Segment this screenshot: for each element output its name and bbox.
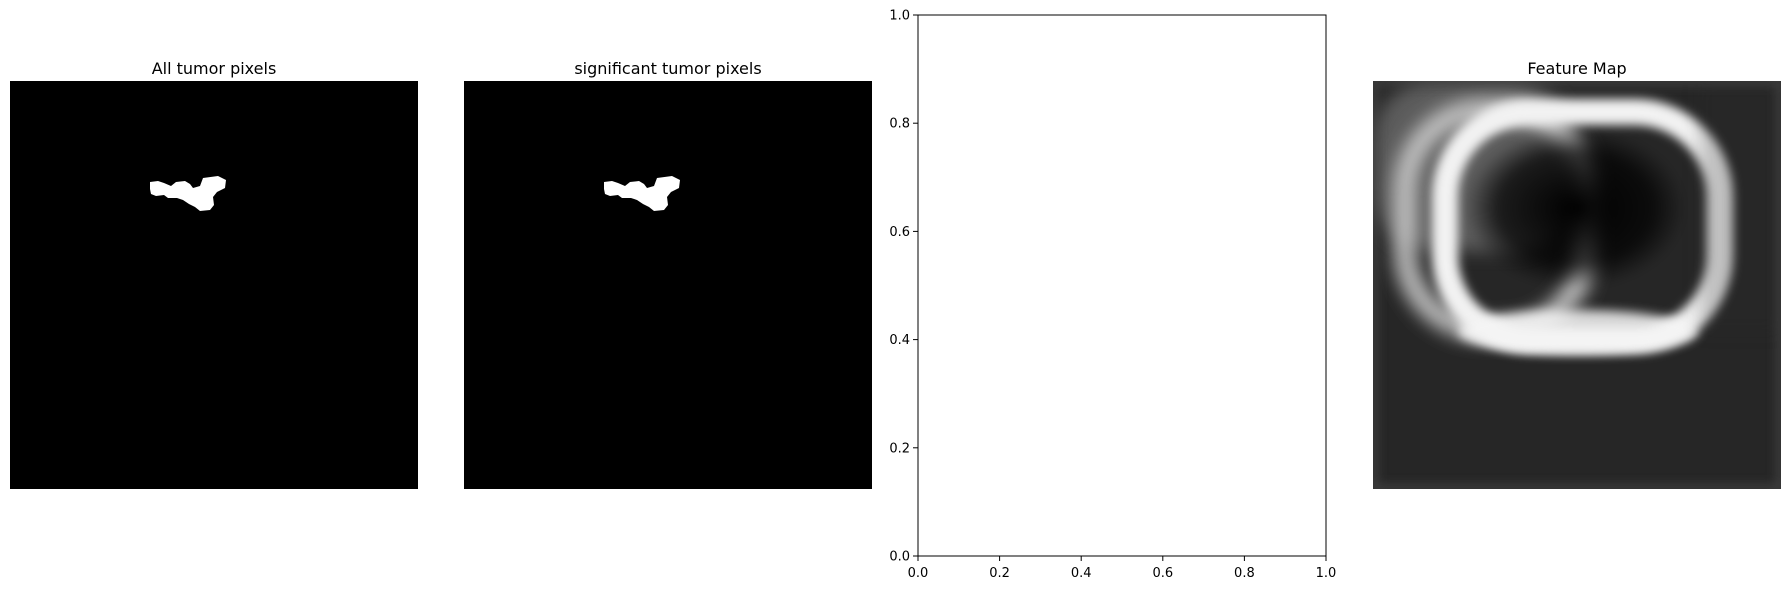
- x-tick-label: 0.4: [1071, 566, 1092, 581]
- y-tick-label: 0.8: [889, 117, 910, 132]
- y-tick-label: 0.0: [889, 550, 910, 565]
- x-tick-label: 0.2: [989, 566, 1010, 581]
- mask-image: [10, 81, 418, 489]
- plot-area: [917, 14, 1327, 557]
- panel-title: All tumor pixels: [152, 59, 277, 78]
- tumor-blob: [150, 176, 226, 211]
- x-tick-label: 0.0: [908, 566, 929, 581]
- x-axis: 0.0 0.2 0.4 0.6 0.8 1.0: [908, 556, 1337, 581]
- panel-empty-axes: 0.0 0.2 0.4 0.6 0.8 1.0 0.0 0.2 0.4 0.6 0.8 1.0: [889, 9, 1336, 582]
- x-tick-label: 0.6: [1152, 566, 1173, 581]
- y-tick-label: 0.4: [889, 333, 910, 348]
- y-tick-label: 1.0: [889, 9, 910, 24]
- panel-feature-map: Feature Map: [1373, 59, 1781, 489]
- y-tick-label: 0.6: [889, 225, 910, 240]
- panel-all-tumor-pixels: All tumor pixels: [10, 59, 418, 489]
- feature-map-image: [1373, 81, 1781, 489]
- y-tick-label: 0.2: [889, 441, 910, 456]
- y-axis: 0.0 0.2 0.4 0.6 0.8 1.0: [889, 9, 918, 565]
- mask-image: [464, 81, 872, 489]
- panel-title: Feature Map: [1527, 59, 1626, 78]
- tumor-blob: [604, 176, 680, 211]
- x-tick-label: 1.0: [1316, 566, 1337, 581]
- panel-significant-tumor-pixels: significant tumor pixels: [464, 59, 872, 489]
- x-tick-label: 0.8: [1234, 566, 1255, 581]
- panel-title: significant tumor pixels: [574, 59, 761, 78]
